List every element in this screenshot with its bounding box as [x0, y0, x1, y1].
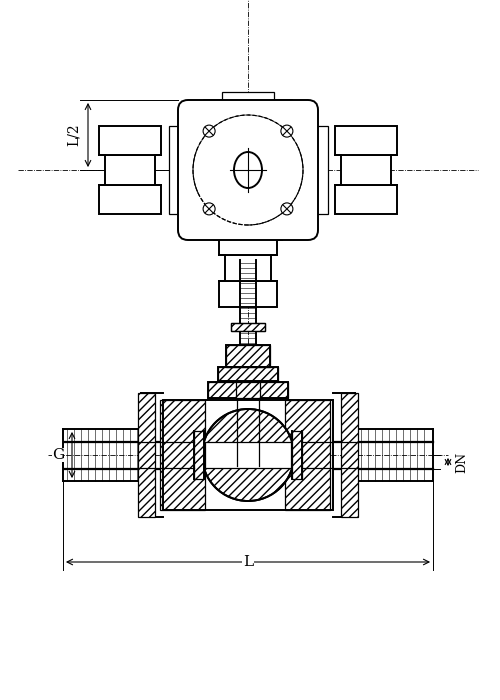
Ellipse shape	[234, 152, 262, 188]
Bar	[292, 431, 302, 479]
Circle shape	[202, 409, 294, 501]
Bar	[163, 400, 333, 510]
Bar	[160, 400, 205, 510]
Bar	[218, 367, 278, 381]
Bar	[222, 92, 274, 100]
Bar	[205, 442, 291, 468]
FancyBboxPatch shape	[178, 100, 318, 240]
Text: L/2: L/2	[67, 124, 81, 146]
Bar	[314, 126, 328, 214]
Bar	[99, 126, 161, 155]
Bar	[231, 323, 265, 331]
Bar	[231, 323, 265, 331]
Bar	[225, 255, 271, 281]
Bar	[219, 229, 277, 255]
Bar	[218, 367, 278, 381]
Bar	[168, 126, 182, 214]
Bar	[335, 185, 397, 214]
Circle shape	[203, 125, 215, 137]
Bar	[105, 155, 155, 185]
Bar	[219, 281, 277, 307]
Text: L: L	[243, 555, 253, 569]
Text: DN: DN	[456, 452, 468, 472]
Bar	[226, 345, 270, 367]
Bar	[208, 382, 288, 398]
Bar	[208, 382, 288, 398]
Text: G: G	[52, 448, 64, 462]
Circle shape	[281, 125, 293, 137]
Bar	[335, 126, 397, 155]
Bar	[194, 431, 204, 479]
Bar	[285, 400, 330, 510]
Bar	[226, 345, 270, 367]
Bar	[236, 382, 260, 398]
Bar	[341, 393, 358, 517]
Bar	[341, 155, 391, 185]
Circle shape	[203, 203, 215, 215]
Bar	[138, 393, 155, 517]
Bar	[99, 185, 161, 214]
Bar	[204, 100, 292, 110]
Circle shape	[281, 203, 293, 215]
Bar	[214, 230, 282, 240]
